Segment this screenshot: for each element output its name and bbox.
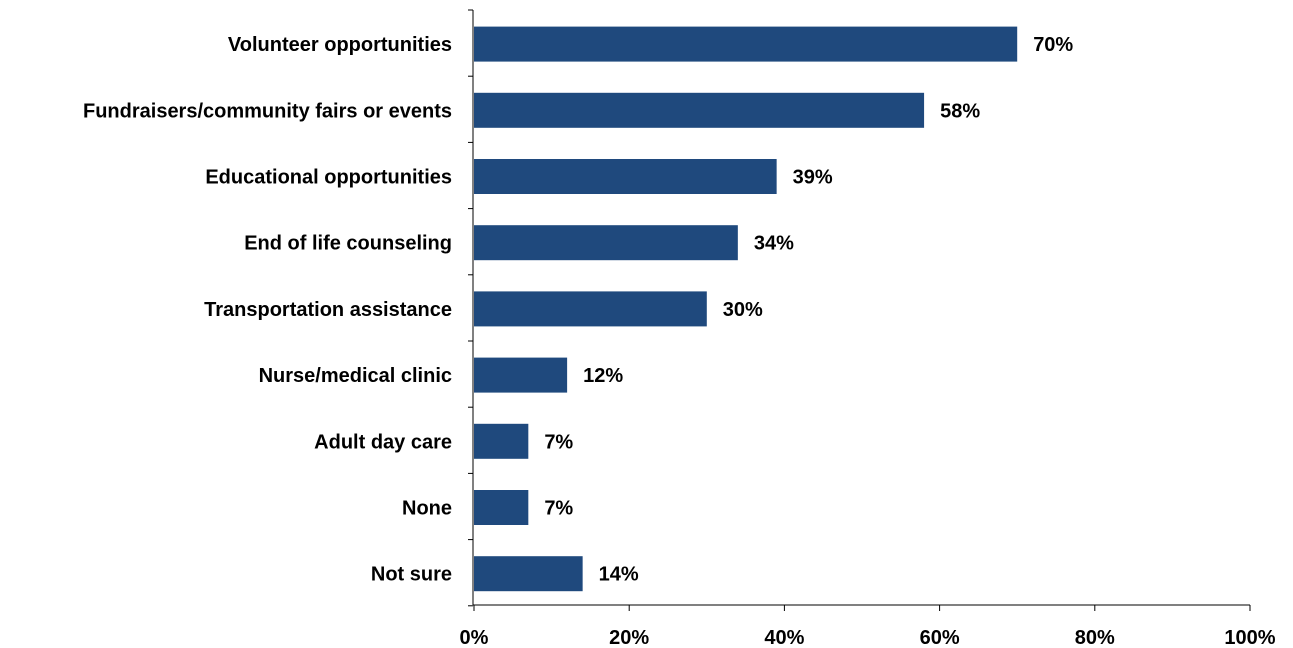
bar [474,26,1018,62]
category-label: None [402,498,452,520]
labels-group: 0% 20% 40% 60% 80% 100% Volunteer opportunitie… [83,34,1276,648]
data-label: 30% [723,299,763,321]
category-label: End of life counseling [244,233,452,255]
data-label: 7% [544,431,573,453]
bar [474,159,777,194]
category-label: Nurse/medical clinic [259,365,452,387]
category-label: Volunteer opportunities [228,34,452,56]
data-label: 39% [793,167,833,189]
bar [474,423,529,459]
data-label: 34% [754,233,794,255]
x-tick-label: 100% [1224,627,1275,648]
bar [474,556,583,592]
x-tick-label: 20% [609,627,649,648]
category-label: Not sure [371,564,452,586]
category-label: Educational opportunities [205,167,452,189]
bar [474,357,568,393]
x-tick-label: 60% [920,627,960,648]
category-label: Adult day care [314,431,452,453]
data-label: 14% [599,564,639,586]
bars-group [474,26,1018,592]
category-label: Transportation assistance [204,299,452,321]
x-tick-label: 0% [460,627,489,648]
axes-group [468,9,1251,611]
bar [474,92,925,128]
data-label: 70% [1033,34,1073,56]
bar [474,291,707,327]
data-label: 7% [544,498,573,520]
x-tick-label: 40% [764,627,804,648]
category-label: Fundraisers/community fairs or events [83,100,452,122]
bar [474,490,529,525]
data-label: 58% [940,100,980,122]
data-label: 12% [583,365,623,387]
x-tick-label: 80% [1075,627,1115,648]
bar [474,225,738,261]
